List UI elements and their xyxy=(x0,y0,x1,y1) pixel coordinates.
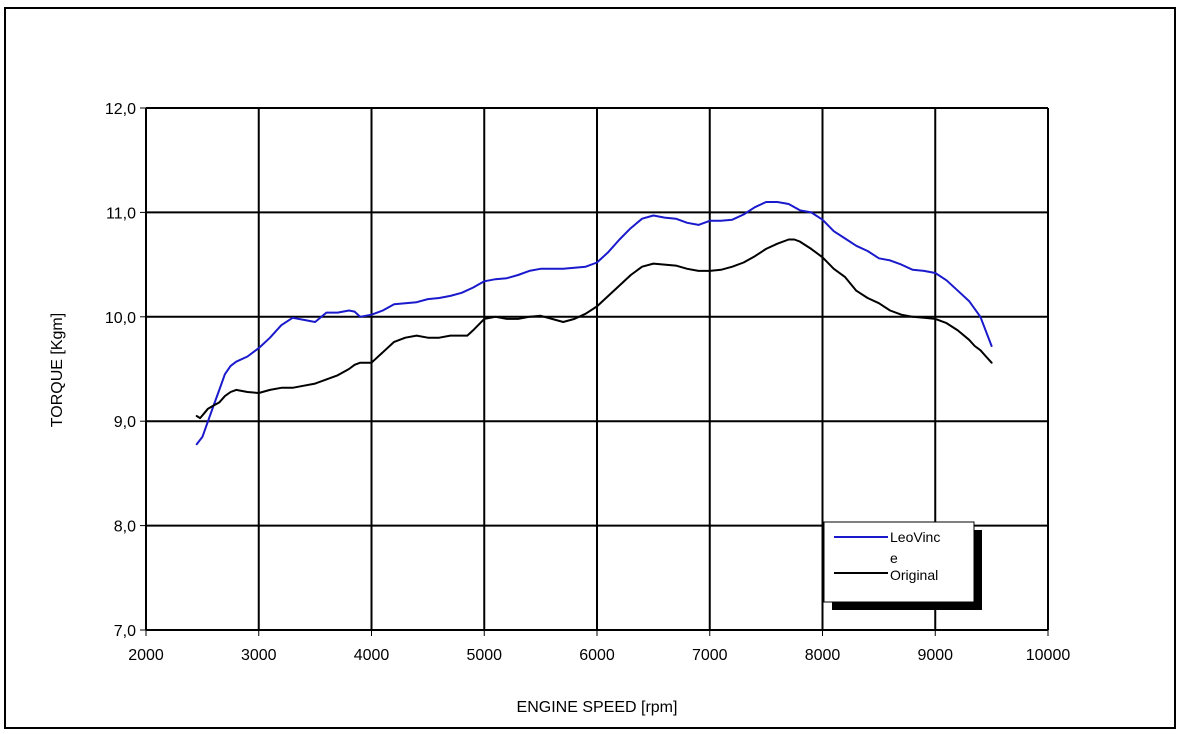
legend-box xyxy=(823,521,975,603)
x-tick-label: 2000 xyxy=(128,647,164,664)
y-tick-label: 9,0 xyxy=(114,414,136,431)
x-tick-label: 10000 xyxy=(1026,647,1071,664)
y-tick-label: 11,0 xyxy=(106,205,136,222)
grid xyxy=(140,107,1049,636)
x-tick-label: 7000 xyxy=(692,647,728,664)
y-tick-label: 10,0 xyxy=(105,310,136,327)
x-axis-title: ENGINE SPEED [rpm] xyxy=(517,699,678,716)
tick-labels: 2000 3000 4000 5000 6000 7000 8000 9000 10000 7,0… xyxy=(105,101,1070,664)
x-tick-label: 8000 xyxy=(805,647,841,664)
x-tick-label: 3000 xyxy=(241,647,277,664)
y-axis-title: TORQUE [Kgm] xyxy=(49,313,66,427)
legend-label-original: Original xyxy=(890,567,938,583)
y-tick-label: 8,0 xyxy=(114,519,136,536)
series-line-leovince xyxy=(195,201,993,446)
series-line-original xyxy=(195,238,993,420)
y-tick-label: 7,0 xyxy=(114,623,136,640)
chart-frame xyxy=(4,7,1176,729)
series-lines xyxy=(195,201,993,446)
x-tick-label: 6000 xyxy=(579,647,615,664)
y-tick-label: 12,0 xyxy=(105,101,136,118)
legend: LeoVinc e Original xyxy=(823,521,982,610)
legend-label-leovince-line1: LeoVinc xyxy=(890,529,940,545)
x-tick-label: 4000 xyxy=(354,647,390,664)
x-tick-label: 5000 xyxy=(466,647,502,664)
x-tick-label: 9000 xyxy=(917,647,953,664)
legend-label-leovince-line2: e xyxy=(890,550,898,566)
